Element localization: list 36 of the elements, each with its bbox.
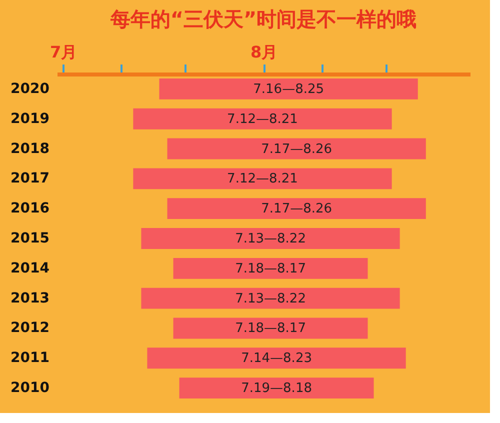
bar bbox=[133, 108, 392, 130]
chart-title: 每年的“三伏天”时间是不一样的哦 bbox=[109, 7, 417, 31]
bar bbox=[147, 348, 406, 369]
y-tick-label: 2010 bbox=[10, 380, 50, 396]
y-tick-label: 2019 bbox=[10, 110, 50, 127]
y-tick-label: 2016 bbox=[10, 200, 50, 217]
annotation: 7.13—8.22 bbox=[235, 232, 306, 246]
annotation: 7.17—8.26 bbox=[261, 202, 332, 217]
annotation: 7.12—8.21 bbox=[227, 172, 298, 187]
y-tick-label: 2018 bbox=[10, 140, 50, 157]
y-tick-label: 2017 bbox=[10, 170, 50, 187]
x-tick-label: 8月 bbox=[250, 42, 278, 62]
bar bbox=[173, 258, 368, 279]
bar bbox=[141, 288, 400, 309]
bar bbox=[179, 378, 374, 399]
annotation: 7.14—8.23 bbox=[241, 351, 312, 366]
bar bbox=[167, 138, 426, 160]
annotation: 7.19—8.18 bbox=[241, 381, 312, 396]
annotation: 7.12—8.21 bbox=[227, 112, 298, 127]
y-tick-label: 2011 bbox=[10, 350, 50, 366]
bar bbox=[173, 318, 368, 339]
annotation: 7.18—8.17 bbox=[235, 321, 306, 336]
bar bbox=[133, 168, 392, 190]
bar bbox=[141, 228, 400, 249]
y-tick-label: 2013 bbox=[10, 290, 50, 306]
y-tick-label: 2015 bbox=[10, 230, 50, 246]
y-tick-label: 2012 bbox=[10, 320, 50, 336]
bar bbox=[159, 78, 418, 100]
annotation: 7.17—8.26 bbox=[261, 142, 332, 157]
annotation: 7.16—8.25 bbox=[253, 82, 324, 97]
y-tick-label: 2014 bbox=[10, 260, 50, 276]
x-tick-label: 7月 bbox=[50, 42, 78, 62]
annotation: 7.13—8.22 bbox=[235, 291, 306, 306]
annotation: 7.18—8.17 bbox=[235, 261, 306, 276]
bar bbox=[167, 198, 426, 220]
y-tick-label: 2020 bbox=[10, 80, 50, 97]
